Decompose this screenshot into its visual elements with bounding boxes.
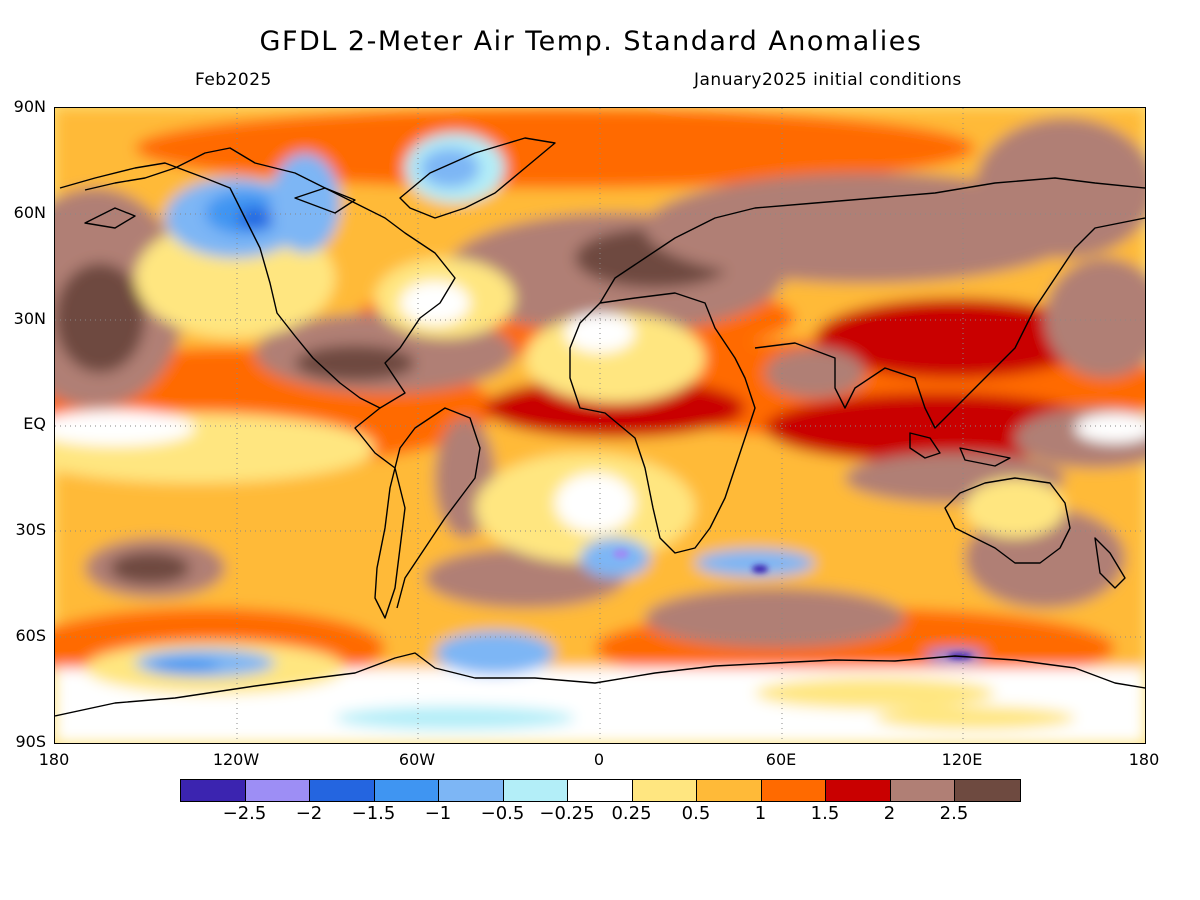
- colorbar-label: −2: [274, 803, 344, 824]
- forecast-month: Feb2025: [195, 70, 272, 90]
- anomaly-field: [55, 108, 1145, 743]
- lat-label-60n: 60N: [0, 203, 46, 222]
- colorbar-label: 0.25: [597, 803, 667, 824]
- colorbar-label: −1.5: [339, 803, 409, 824]
- lon-label-60w: 60W: [382, 750, 452, 769]
- colorbar-swatch: [439, 780, 504, 801]
- colorbar-swatch: [633, 780, 698, 801]
- lat-label-30s: 30S: [0, 520, 46, 539]
- colorbar-swatch: [826, 780, 891, 801]
- lat-label-eq: EQ: [0, 414, 46, 433]
- lon-label-180w: 180: [19, 750, 89, 769]
- lon-label-180e: 180: [1109, 750, 1179, 769]
- map-title: GFDL 2-Meter Air Temp. Standard Anomalie…: [0, 26, 1182, 57]
- colorbar-label: 1: [726, 803, 796, 824]
- colorbar-swatch: [891, 780, 956, 801]
- lon-label-0: 0: [564, 750, 634, 769]
- colorbar-swatch: [568, 780, 633, 801]
- colorbar-label: 1.5: [790, 803, 860, 824]
- colorbar-label: −1: [403, 803, 473, 824]
- colorbar-swatch: [375, 780, 440, 801]
- lat-label-30n: 30N: [0, 309, 46, 328]
- lon-label-120e: 120E: [927, 750, 997, 769]
- anomaly-map: [54, 107, 1146, 744]
- colorbar: [180, 779, 1021, 802]
- colorbar-label: 2.5: [919, 803, 989, 824]
- colorbar-swatch: [762, 780, 827, 801]
- colorbar-label: 0.5: [661, 803, 731, 824]
- lat-label-90n: 90N: [0, 97, 46, 116]
- lat-label-90s: 90S: [0, 732, 46, 751]
- colorbar-swatch: [181, 780, 246, 801]
- lat-label-60s: 60S: [0, 626, 46, 645]
- colorbar-swatch: [310, 780, 375, 801]
- colorbar-label: 2: [855, 803, 925, 824]
- colorbar-swatch: [955, 780, 1020, 801]
- lon-label-60e: 60E: [746, 750, 816, 769]
- colorbar-swatch: [697, 780, 762, 801]
- colorbar-label: −2.5: [210, 803, 280, 824]
- colorbar-swatch: [504, 780, 569, 801]
- initial-conditions: January2025 initial conditions: [694, 70, 962, 90]
- colorbar-label: −0.5: [468, 803, 538, 824]
- colorbar-label: −0.25: [532, 803, 602, 824]
- lon-label-120w: 120W: [201, 750, 271, 769]
- colorbar-swatch: [246, 780, 311, 801]
